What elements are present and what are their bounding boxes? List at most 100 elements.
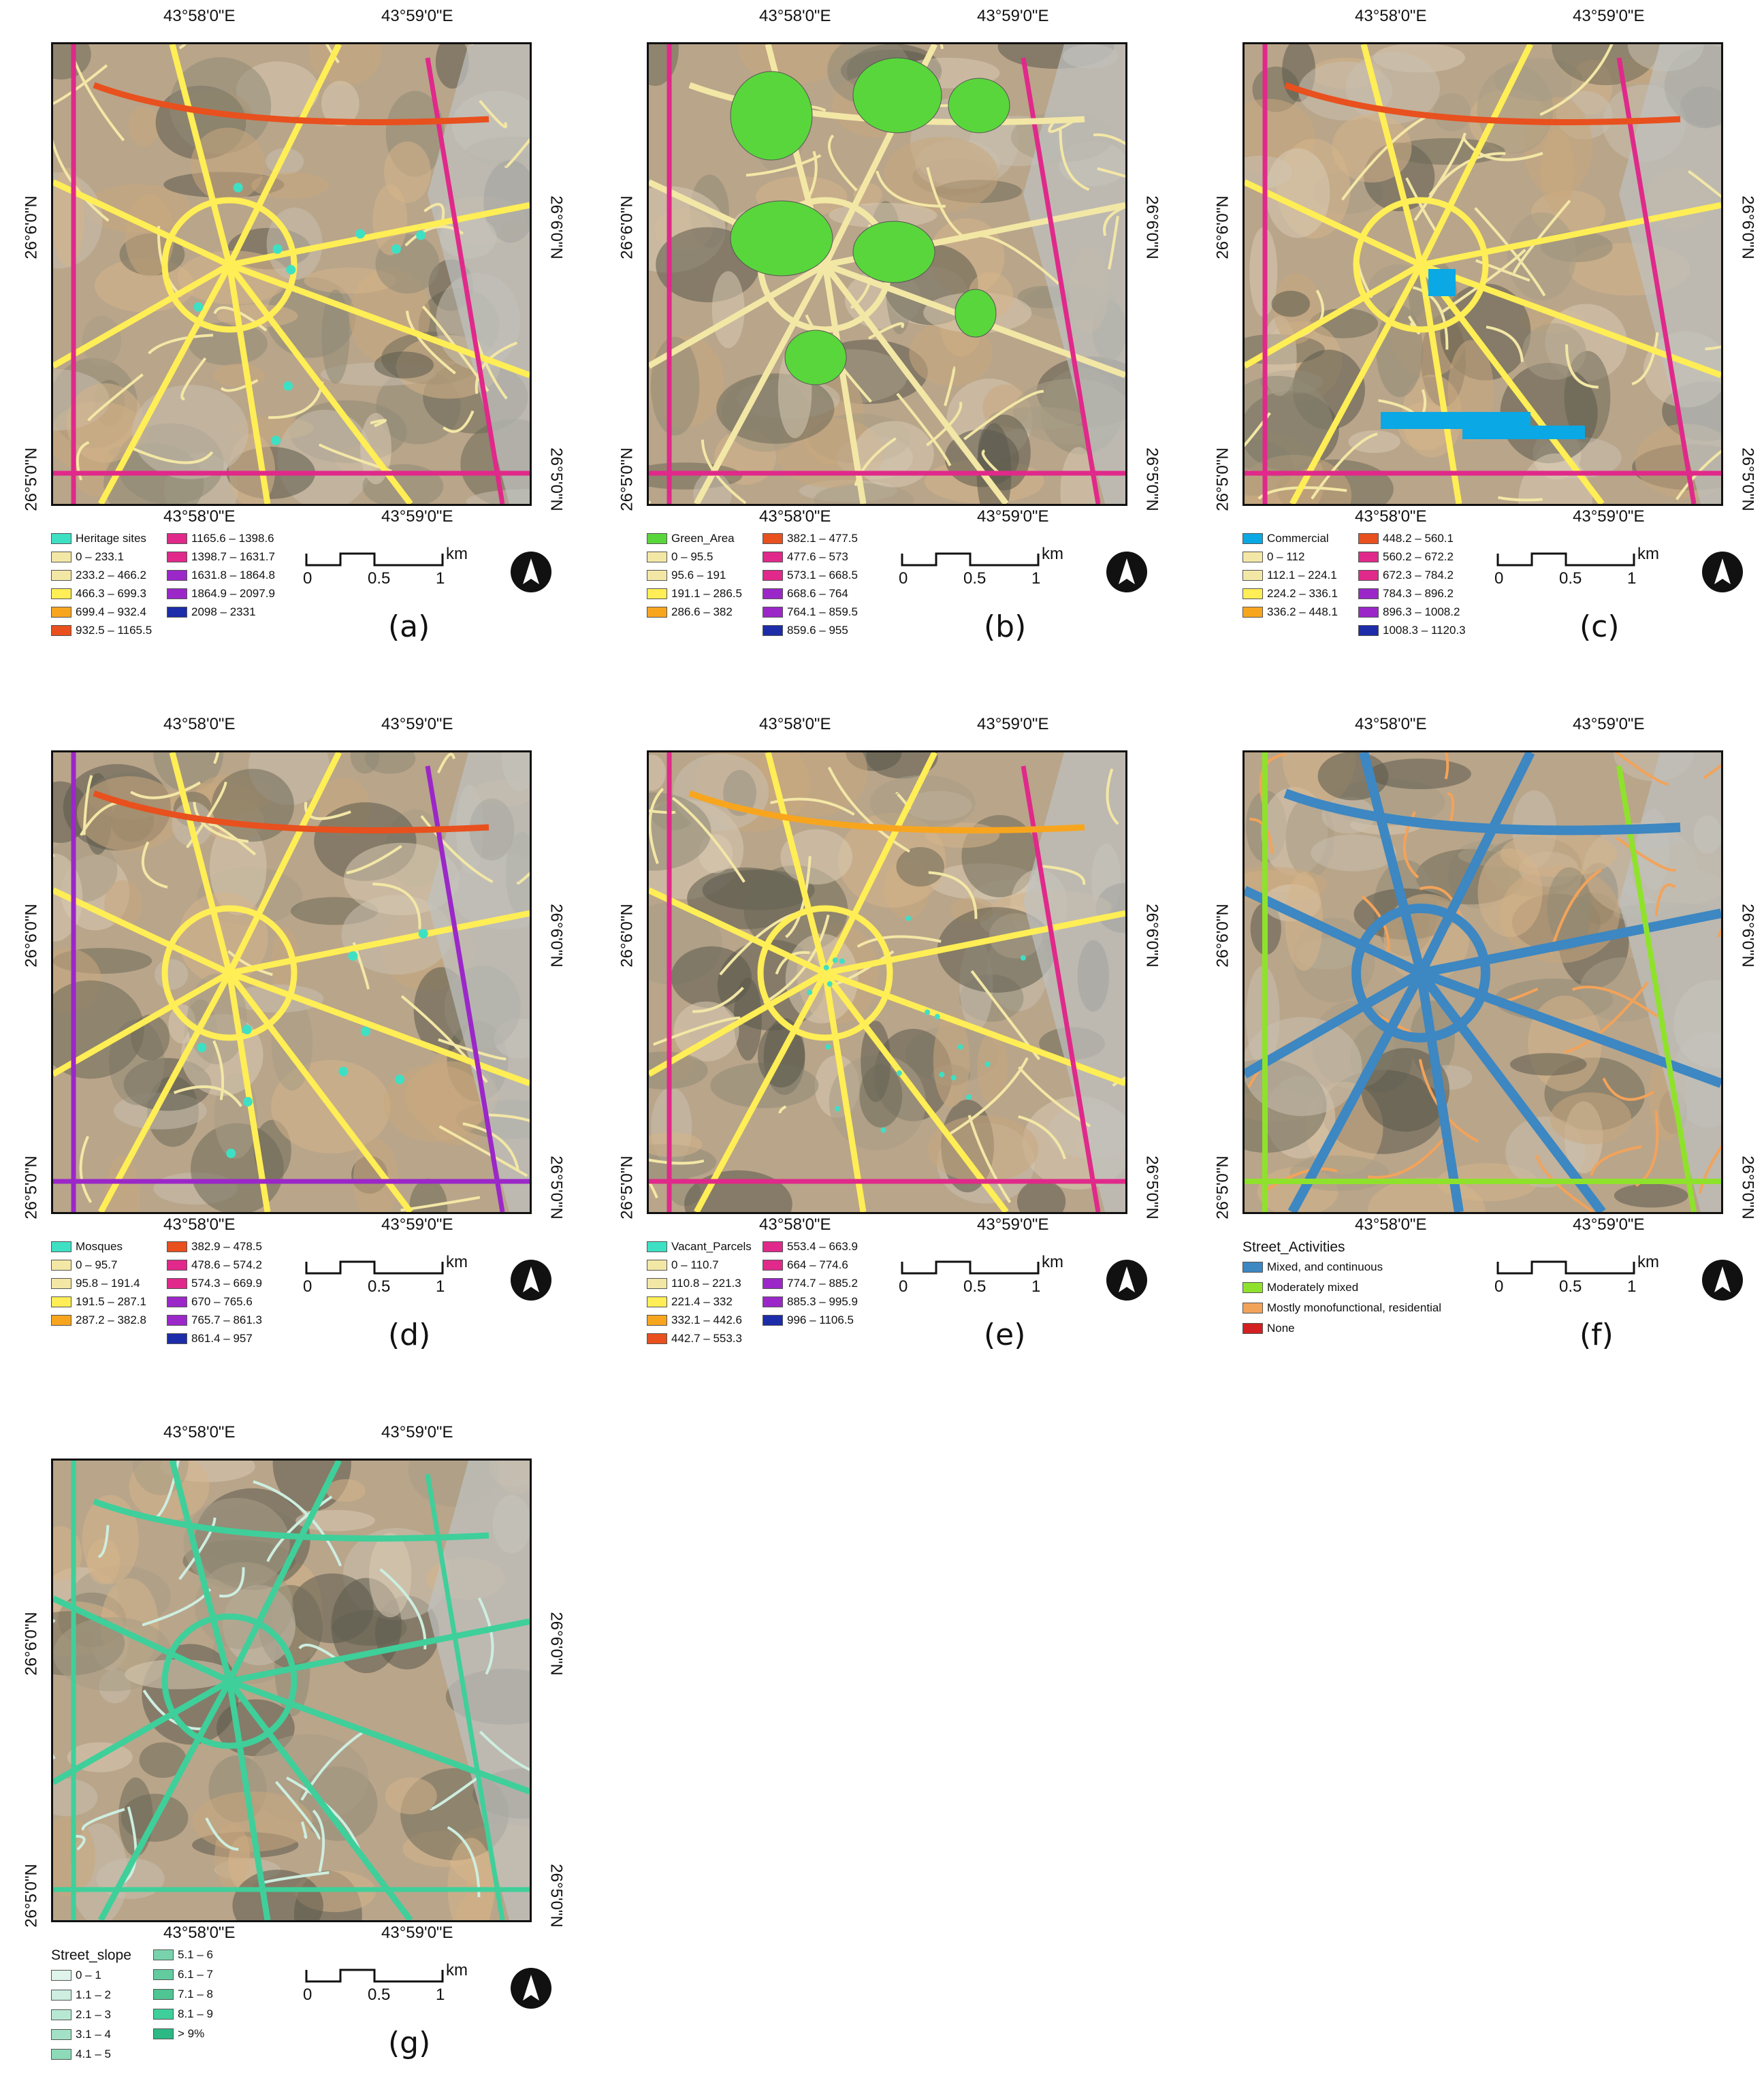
legend-swatch xyxy=(647,569,667,581)
legend-swatch xyxy=(153,2008,174,2020)
lat-label-left-south: 26°5'0"N xyxy=(1213,447,1232,511)
legend-item: 573.1 – 668.5 xyxy=(763,567,858,584)
legend-swatch xyxy=(1242,1281,1263,1293)
legend-label: 0 – 110.7 xyxy=(671,1258,719,1271)
scale-tick-label: 1 xyxy=(436,1986,445,2004)
point-feature xyxy=(950,1074,957,1081)
point-feature xyxy=(1020,955,1026,961)
legend-point-item: Mosques xyxy=(51,1238,123,1255)
legend-item: 670 – 765.6 xyxy=(167,1293,253,1310)
legend-item: 2.1 – 3 xyxy=(51,2006,111,2023)
legend-item: 7.1 – 8 xyxy=(153,1986,213,2003)
map-panel-d: 43°58'0"E 43°59'0"E 43°58'0"E 43°59'0"E 26°6… xyxy=(20,708,566,1352)
legend-item: 0 – 95.7 xyxy=(51,1256,117,1273)
legend-swatch xyxy=(763,532,783,544)
north-arrow-icon xyxy=(1106,552,1147,592)
lon-label-bottom-east: 43°59'0"E xyxy=(977,1215,1049,1234)
lon-label-top-west: 43°58'0"E xyxy=(163,7,236,25)
legend-label: 0 – 95.7 xyxy=(76,1258,118,1271)
legend-swatch xyxy=(51,2009,71,2020)
scale-bar-graphic xyxy=(1496,1260,1635,1275)
lat-label-right-north: 26°6'0"N xyxy=(1738,904,1757,968)
legend-swatch xyxy=(1242,1322,1263,1334)
legend-point-item: Heritage sites xyxy=(51,530,146,547)
map-panel-a: 43°58'0"E 43°59'0"E 43°58'0"E 43°59'0"E 26°6… xyxy=(20,0,566,644)
legend-label: 448.2 – 560.1 xyxy=(1383,532,1454,545)
legend-item: 191.5 – 287.1 xyxy=(51,1293,146,1310)
legend-item: 1864.9 – 2097.9 xyxy=(167,585,275,602)
legend-item: 286.6 – 382 xyxy=(647,603,733,620)
legend-swatch xyxy=(167,1296,187,1307)
legend-label: 1631.8 – 1864.8 xyxy=(191,569,275,582)
lat-label-right-north: 26°6'0"N xyxy=(1142,195,1161,259)
lat-label-right-south: 26°5'0"N xyxy=(1142,447,1161,511)
legend-swatch xyxy=(1242,532,1263,544)
legend-swatch xyxy=(167,569,187,581)
point-feature xyxy=(966,1094,972,1100)
lon-label-top-west: 43°58'0"E xyxy=(759,7,831,25)
legend-item: 4.1 – 5 xyxy=(51,2045,111,2062)
street-network xyxy=(1245,44,1721,504)
lon-label-bottom-west: 43°58'0"E xyxy=(759,507,831,526)
legend-swatch xyxy=(647,606,667,618)
legend-item: 1631.8 – 1864.8 xyxy=(167,567,275,584)
legend-item: 932.5 – 1165.5 xyxy=(51,622,152,639)
legend-item: 332.1 – 442.6 xyxy=(647,1311,742,1328)
legend-swatch xyxy=(153,1969,174,1980)
legend-swatch xyxy=(153,1988,174,2000)
lon-label-top-west: 43°58'0"E xyxy=(1355,7,1427,25)
legend-item: 478.6 – 574.2 xyxy=(167,1256,262,1273)
legend-item: 2098 – 2331 xyxy=(167,603,256,620)
scale-tick-label: 0 xyxy=(1494,569,1504,588)
scale-unit-label: km xyxy=(1637,545,1659,563)
lon-label-top-west: 43°58'0"E xyxy=(163,1423,236,1441)
panel-label: (a) xyxy=(388,609,430,644)
point-feature xyxy=(880,1127,886,1133)
lat-label-right-south: 26°5'0"N xyxy=(547,1864,566,1928)
legend-label: 560.2 – 672.2 xyxy=(1383,550,1454,563)
legend-swatch xyxy=(1358,588,1379,599)
legend-label: 7.1 – 8 xyxy=(178,1988,213,2001)
panel-label: (d) xyxy=(388,1318,431,1352)
legend-swatch xyxy=(51,1296,71,1307)
green-area-polygon xyxy=(730,200,833,276)
scale-unit-label: km xyxy=(1042,1253,1063,1271)
scale-tick-label: 1 xyxy=(1627,1277,1637,1296)
scale-bar-graphic xyxy=(1496,552,1635,567)
lon-label-top-east: 43°59'0"E xyxy=(977,715,1049,733)
scale-tick-label: 0.5 xyxy=(963,569,987,588)
legend-label: 1165.6 – 1398.6 xyxy=(191,532,274,545)
legend-label: 2.1 – 3 xyxy=(76,2008,111,2021)
legend-label: 764.1 – 859.5 xyxy=(787,605,858,618)
legend-swatch xyxy=(1358,551,1379,562)
legend-item: 699.4 – 932.4 xyxy=(51,603,146,620)
point-feature xyxy=(957,1044,963,1050)
legend-item: 1.1 – 2 xyxy=(51,1986,111,2003)
lon-label-top-east: 43°59'0"E xyxy=(381,715,453,733)
street-network xyxy=(649,752,1125,1212)
legend-item: 8.1 – 9 xyxy=(153,2005,213,2022)
legend-item: Moderately mixed xyxy=(1242,1279,1358,1296)
lat-label-right-north: 26°6'0"N xyxy=(547,195,566,259)
point-feature xyxy=(418,929,428,939)
legend-item: 477.6 – 573 xyxy=(763,548,848,565)
legend-label: 784.3 – 896.2 xyxy=(1383,587,1454,600)
panel-label: (b) xyxy=(984,609,1027,644)
legend-swatch xyxy=(167,588,187,599)
legend-item: None xyxy=(1242,1320,1295,1337)
legend-item: 5.1 – 6 xyxy=(153,1946,213,1963)
legend-swatch xyxy=(167,532,187,544)
point-feature xyxy=(271,435,281,445)
point-feature xyxy=(835,1106,841,1112)
legend-swatch xyxy=(763,569,783,581)
legend-swatch xyxy=(647,1333,667,1344)
map-legend: Vacant_Parcels 0 – 110.7 110.8 – 221.3 221.… xyxy=(647,1238,933,1354)
point-feature xyxy=(416,230,426,240)
scale-unit-label: km xyxy=(446,1253,468,1271)
point-feature xyxy=(355,229,366,239)
lat-label-right-north: 26°6'0"N xyxy=(547,1612,566,1676)
map-panel-c: 43°58'0"E 43°59'0"E 43°58'0"E 43°59'0"E 26°6… xyxy=(1212,0,1757,644)
legend-swatch xyxy=(1358,606,1379,618)
lon-label-bottom-west: 43°58'0"E xyxy=(1355,1215,1427,1234)
scale-tick-label: 0 xyxy=(899,1277,908,1296)
